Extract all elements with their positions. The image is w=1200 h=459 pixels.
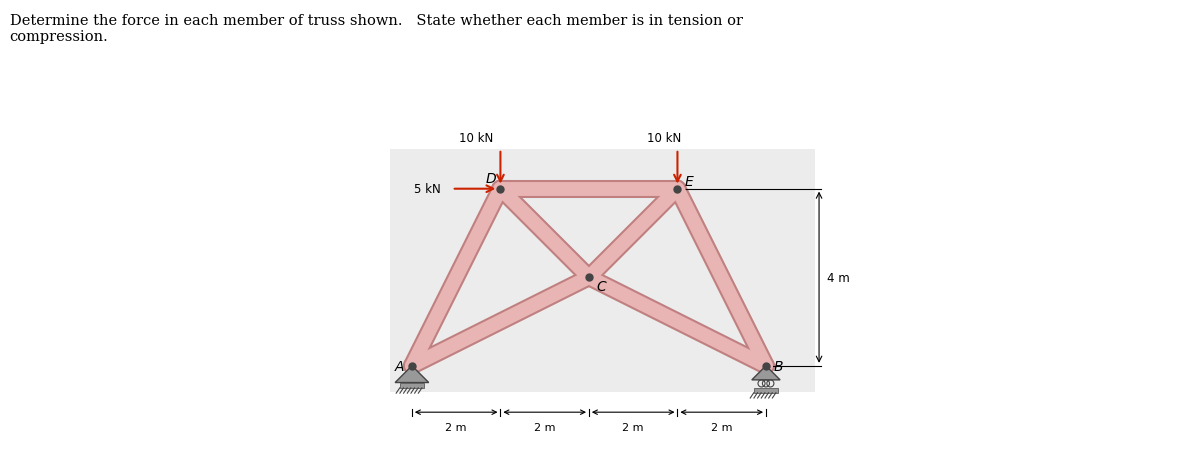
Text: A: A (395, 359, 404, 373)
Bar (400, 383, 424, 388)
Text: B: B (774, 359, 784, 373)
Text: 5 kN: 5 kN (414, 183, 440, 196)
Text: 2 m: 2 m (534, 422, 556, 432)
Text: D: D (485, 171, 496, 185)
Text: 4 m: 4 m (827, 271, 850, 284)
Bar (390, 150, 815, 392)
Polygon shape (751, 366, 780, 380)
Text: E: E (684, 174, 692, 188)
Text: 10 kN: 10 kN (458, 131, 493, 144)
Text: Determine the force in each member of truss shown.   State whether each member i: Determine the force in each member of tr… (10, 14, 743, 44)
Bar (754, 388, 778, 393)
Text: 10 kN: 10 kN (647, 131, 682, 144)
Text: C: C (596, 280, 606, 293)
Text: 2 m: 2 m (445, 422, 467, 432)
Polygon shape (395, 366, 428, 383)
Text: 2 m: 2 m (623, 422, 644, 432)
Text: 2 m: 2 m (710, 422, 732, 432)
